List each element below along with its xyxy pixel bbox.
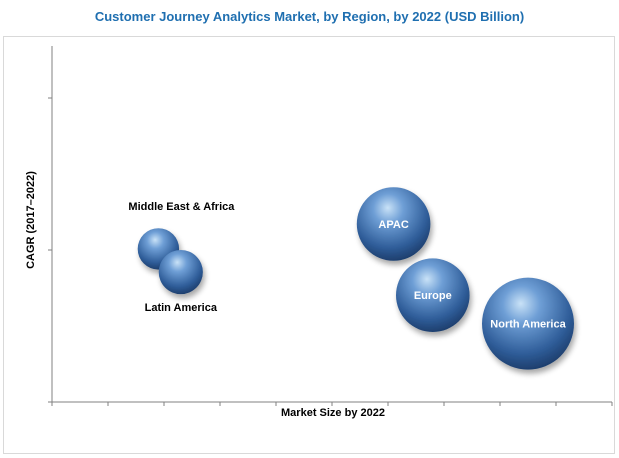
axis-ticks <box>48 97 613 406</box>
bubble-label-north-america: North America <box>490 319 566 331</box>
chart-title: Customer Journey Analytics Market, by Re… <box>94 9 525 24</box>
bubble-label-middle-east-africa: Middle East & Africa <box>128 201 235 213</box>
chart-area <box>3 36 615 454</box>
bubble-label-apac: APAC <box>378 219 408 231</box>
bubble-north-america <box>482 277 574 370</box>
bubble-apac <box>356 187 431 261</box>
bubble-label-europe: Europe <box>414 290 452 302</box>
bubbles-group <box>137 187 574 370</box>
x-axis-label: Market Size by 2022 <box>281 407 385 419</box>
y-axis-label: CAGR (2017–2022) <box>25 171 37 269</box>
bubble-label-latin-america: Latin America <box>145 302 218 314</box>
bubble-labels-group: North America Europe APAC Middle East & Afr… <box>128 201 566 330</box>
bubble-latin-america <box>158 249 203 295</box>
bubble-europe <box>396 258 470 333</box>
